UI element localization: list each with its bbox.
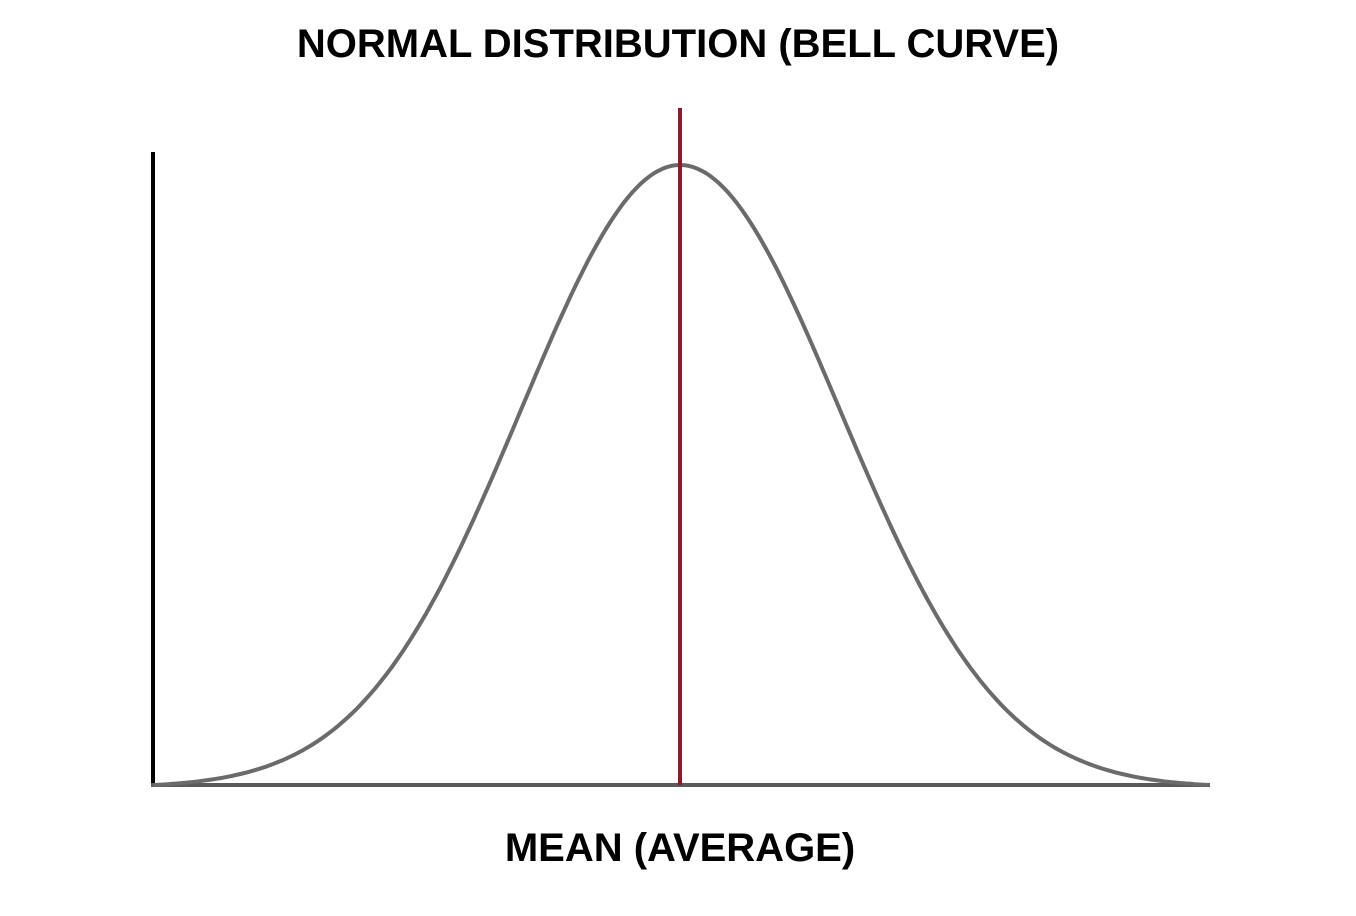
x-axis-label: MEAN (AVERAGE) bbox=[504, 826, 856, 870]
chart-title: NORMAL DISTRIBUTION (BELL CURVE) bbox=[296, 22, 1060, 66]
